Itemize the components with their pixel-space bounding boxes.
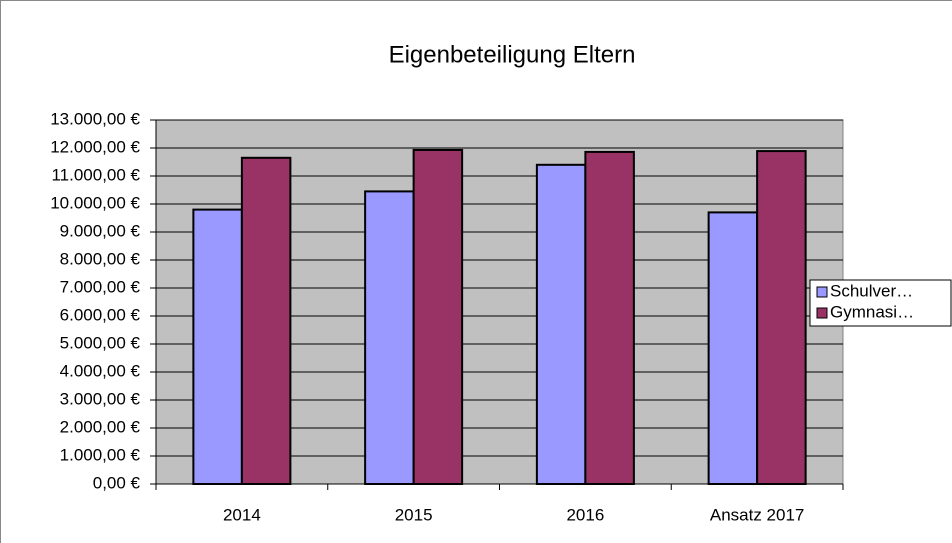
y-tick-label: 5.000,00 €: [60, 333, 141, 352]
legend-label: Gymnasi…: [830, 302, 914, 321]
y-tick-label: 12.000,00 €: [50, 137, 140, 156]
bar: [707, 211, 759, 485]
y-tick-label: 4.000,00 €: [60, 361, 141, 380]
y-tick-label: 8.000,00 €: [60, 249, 141, 268]
legend-swatch: [816, 307, 828, 319]
bar: [412, 148, 464, 486]
x-tick-label: 2015: [395, 505, 433, 524]
x-tick-label: Ansatz 2017: [710, 505, 805, 524]
y-tick-label: 10.000,00 €: [50, 193, 140, 212]
x-tick-label: 2014: [223, 505, 261, 524]
y-tick-label: 9.000,00 €: [60, 221, 141, 240]
bar: [756, 150, 807, 486]
y-tick-label: 3.000,00 €: [60, 389, 141, 408]
legend-box: [809, 279, 952, 327]
y-tick-label: 11.000,00 €: [51, 165, 140, 184]
x-tick-label: 2016: [566, 505, 604, 524]
y-tick-label: 1.000,00 €: [60, 445, 141, 464]
y-tick-label: 0,00 €: [93, 473, 141, 492]
legend-label: Schulver…: [830, 281, 913, 300]
bar: [584, 150, 635, 485]
y-tick-label: 6.000,00 €: [60, 305, 141, 324]
y-tick-label: 13.000,00 €: [50, 109, 140, 128]
bar: [364, 190, 415, 485]
bar: [192, 208, 243, 485]
bar: [535, 163, 587, 486]
legend-swatch: [816, 286, 828, 298]
y-tick-label: 7.000,00 €: [60, 277, 141, 296]
y-tick-label: 2.000,00 €: [60, 417, 141, 436]
bar: [240, 156, 292, 486]
chart-title: Eigenbeteiligung Eltern: [389, 41, 636, 68]
